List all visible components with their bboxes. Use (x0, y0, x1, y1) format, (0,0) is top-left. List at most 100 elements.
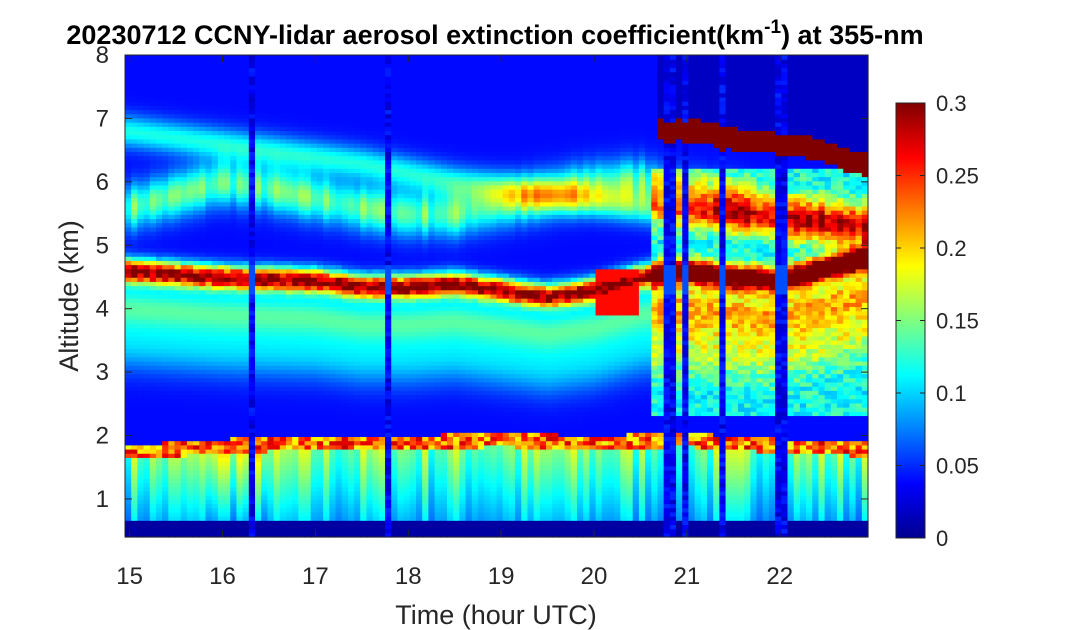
heatmap-cell (211, 444, 219, 450)
heatmap-cell (261, 528, 269, 534)
heatmap-cell (211, 293, 219, 299)
heatmap-cell (273, 394, 281, 400)
heatmap-cell (310, 444, 318, 450)
heatmap-cell (131, 126, 138, 132)
heatmap-cell (131, 222, 138, 228)
heatmap-cell (285, 159, 293, 165)
heatmap-cell (199, 197, 207, 203)
heatmap-cell (347, 352, 355, 358)
heatmap-cell (149, 511, 157, 517)
heatmap-cell (193, 151, 200, 157)
heatmap-cell (149, 205, 157, 211)
heatmap-cell (360, 159, 368, 165)
heatmap-cell (137, 251, 145, 257)
heatmap-cell (137, 323, 145, 329)
heatmap-cell (211, 407, 219, 412)
heatmap-cell (248, 247, 256, 253)
heatmap-cell (323, 105, 330, 111)
heatmap-cell (310, 239, 318, 245)
heatmap-cell (323, 63, 330, 69)
heatmap-cell (316, 205, 324, 211)
heatmap-cell (391, 528, 399, 534)
heatmap-cell (186, 453, 194, 458)
heatmap-cell (323, 75, 330, 81)
heatmap-cell (341, 306, 349, 312)
heatmap-cell (137, 503, 145, 509)
heatmap-cell (366, 163, 374, 169)
heatmap-cell (180, 298, 188, 303)
heatmap-cell (329, 59, 337, 64)
heatmap-cell (261, 168, 269, 173)
heatmap-cell (335, 453, 343, 458)
heatmap-cell (273, 243, 281, 249)
heatmap-cell (125, 75, 132, 81)
heatmap-cell (298, 117, 306, 123)
heatmap-cell (162, 306, 169, 312)
heatmap-cell (366, 268, 374, 274)
heatmap-cell (143, 327, 151, 333)
heatmap-cell (261, 398, 269, 404)
heatmap-cell (248, 180, 256, 186)
heatmap-cell (224, 398, 231, 404)
heatmap-cell (248, 201, 256, 207)
heatmap-cell (310, 436, 318, 442)
heatmap-cell (193, 205, 200, 211)
heatmap-cell (267, 205, 275, 211)
heatmap-cell (255, 499, 262, 505)
heatmap-cell (149, 474, 157, 479)
heatmap-cell (149, 444, 157, 450)
heatmap-cell (366, 348, 374, 354)
heatmap-cell (267, 499, 275, 505)
heatmap-cell (143, 59, 151, 64)
heatmap-cell (174, 84, 182, 90)
heatmap-cell (236, 356, 244, 362)
heatmap-cell (378, 176, 386, 182)
heatmap-cell (261, 440, 269, 446)
heatmap-cell (279, 122, 287, 127)
heatmap-cell (236, 235, 244, 241)
heatmap-cell (149, 151, 157, 157)
heatmap-cell (224, 189, 231, 194)
heatmap-cell (236, 222, 244, 228)
heatmap-cell (162, 201, 169, 207)
heatmap-cell (366, 499, 374, 505)
heatmap-cell (224, 482, 231, 488)
heatmap-cell (347, 369, 355, 375)
heatmap-cell (372, 222, 380, 228)
heatmap-cell (255, 55, 262, 60)
heatmap-cell (193, 302, 200, 308)
heatmap-cell (186, 503, 194, 509)
heatmap-cell (310, 448, 318, 454)
heatmap-cell (279, 260, 287, 266)
heatmap-cell (323, 465, 330, 471)
heatmap-cell (354, 331, 361, 337)
heatmap-cell (323, 432, 330, 438)
heatmap-cell (267, 75, 275, 81)
heatmap-cell (273, 247, 281, 253)
heatmap-cell (267, 163, 275, 169)
heatmap-cell (304, 503, 312, 509)
heatmap-cell (149, 92, 157, 98)
heatmap-cell (205, 407, 213, 412)
heatmap-cell (273, 122, 281, 127)
heatmap-cell (316, 302, 324, 308)
heatmap-cell (347, 138, 355, 144)
heatmap-cell (261, 189, 269, 194)
heatmap-cell (391, 453, 399, 458)
heatmap-cell (279, 239, 287, 245)
heatmap-cell (354, 306, 361, 312)
heatmap-cell (168, 214, 176, 220)
heatmap-cell (310, 113, 318, 119)
heatmap-cell (125, 59, 132, 64)
heatmap-cell (149, 189, 157, 194)
heatmap-cell (316, 130, 324, 136)
heatmap-cell (341, 277, 349, 282)
heatmap-cell (248, 268, 256, 274)
heatmap-cell (366, 75, 374, 81)
heatmap-cell (267, 465, 275, 471)
heatmap-cell (378, 381, 386, 387)
heatmap-cell (292, 105, 299, 111)
heatmap-cell (292, 176, 299, 182)
heatmap-cell (224, 239, 231, 245)
heatmap-cell (242, 147, 250, 152)
